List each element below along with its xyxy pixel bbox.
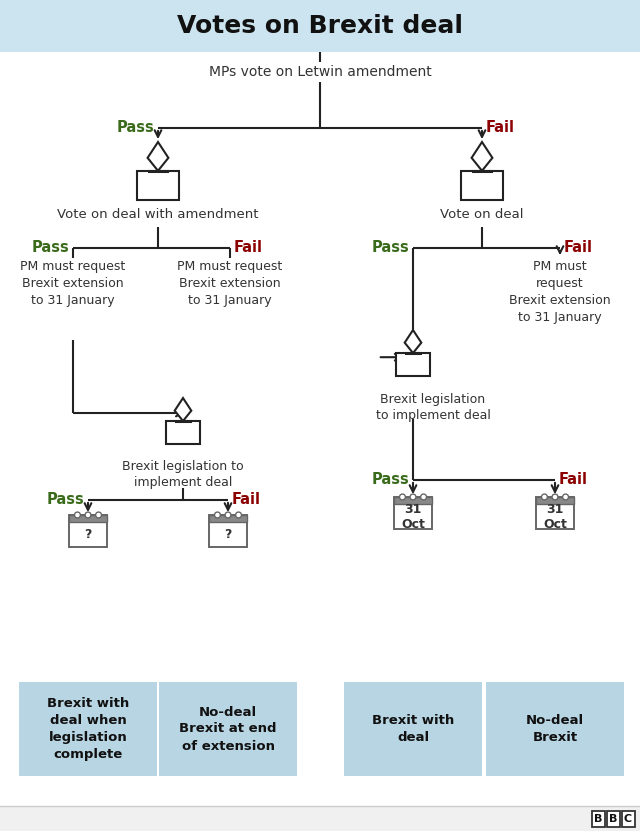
Text: Brexit with
deal when
legislation
complete: Brexit with deal when legislation comple…: [47, 697, 129, 761]
Text: PM must request
Brexit extension
to 31 January: PM must request Brexit extension to 31 J…: [20, 260, 125, 307]
Bar: [0, 0, 640, 52]
Text: B: B: [609, 814, 617, 824]
Circle shape: [399, 494, 405, 500]
Circle shape: [95, 512, 102, 518]
Text: Vote on deal: Vote on deal: [440, 209, 524, 222]
Circle shape: [225, 512, 231, 518]
Circle shape: [552, 494, 558, 500]
Text: Brexit legislation
to implement deal: Brexit legislation to implement deal: [376, 393, 490, 422]
Bar: [536, 497, 574, 504]
Text: Fail: Fail: [564, 240, 593, 255]
Polygon shape: [148, 142, 168, 171]
Circle shape: [541, 494, 547, 500]
Text: Pass: Pass: [371, 240, 409, 255]
Polygon shape: [404, 330, 421, 353]
Text: Pass: Pass: [31, 240, 69, 255]
Bar: [461, 171, 503, 199]
Polygon shape: [472, 142, 492, 171]
Circle shape: [420, 494, 426, 500]
Bar: [621, 810, 634, 827]
Text: Fail: Fail: [234, 240, 263, 255]
Text: ?: ?: [224, 529, 232, 542]
Bar: [394, 497, 432, 504]
Bar: [486, 682, 624, 776]
Circle shape: [236, 512, 241, 518]
Bar: [536, 497, 574, 529]
Circle shape: [214, 512, 220, 518]
Text: Fail: Fail: [486, 120, 515, 135]
Bar: [19, 682, 157, 776]
Text: MPs vote on Letwin amendment: MPs vote on Letwin amendment: [209, 65, 431, 79]
Text: Pass: Pass: [46, 493, 84, 508]
Text: Fail: Fail: [232, 493, 261, 508]
Text: Brexit legislation to
implement deal: Brexit legislation to implement deal: [122, 460, 244, 489]
Text: PM must request
Brexit extension
to 31 January: PM must request Brexit extension to 31 J…: [177, 260, 283, 307]
Bar: [69, 515, 107, 522]
Text: 31
Oct: 31 Oct: [543, 503, 567, 531]
Bar: [607, 810, 620, 827]
Text: B: B: [594, 814, 602, 824]
Text: ?: ?: [84, 529, 92, 542]
Text: Fail: Fail: [559, 473, 588, 488]
Bar: [209, 515, 247, 522]
Circle shape: [410, 494, 416, 500]
Bar: [159, 682, 297, 776]
Text: C: C: [624, 814, 632, 824]
Bar: [166, 421, 200, 444]
Bar: [137, 171, 179, 199]
Text: Pass: Pass: [371, 473, 409, 488]
Bar: [591, 810, 605, 827]
Text: No-deal
Brexit: No-deal Brexit: [526, 714, 584, 744]
Polygon shape: [175, 398, 191, 421]
Text: Brexit with
deal: Brexit with deal: [372, 714, 454, 744]
Bar: [69, 515, 107, 547]
Text: PM must
request
Brexit extension
to 31 January: PM must request Brexit extension to 31 J…: [509, 260, 611, 324]
Text: 31
Oct: 31 Oct: [401, 503, 425, 531]
Bar: [394, 497, 432, 529]
Bar: [209, 515, 247, 547]
Text: No-deal
Brexit at end
of extension: No-deal Brexit at end of extension: [179, 706, 276, 753]
Circle shape: [563, 494, 568, 500]
Bar: [396, 353, 430, 376]
Bar: [344, 682, 482, 776]
Circle shape: [74, 512, 81, 518]
Text: Vote on deal with amendment: Vote on deal with amendment: [57, 209, 259, 222]
Bar: [0, 806, 640, 831]
Text: Votes on Brexit deal: Votes on Brexit deal: [177, 14, 463, 38]
Text: Pass: Pass: [116, 120, 154, 135]
Circle shape: [85, 512, 91, 518]
